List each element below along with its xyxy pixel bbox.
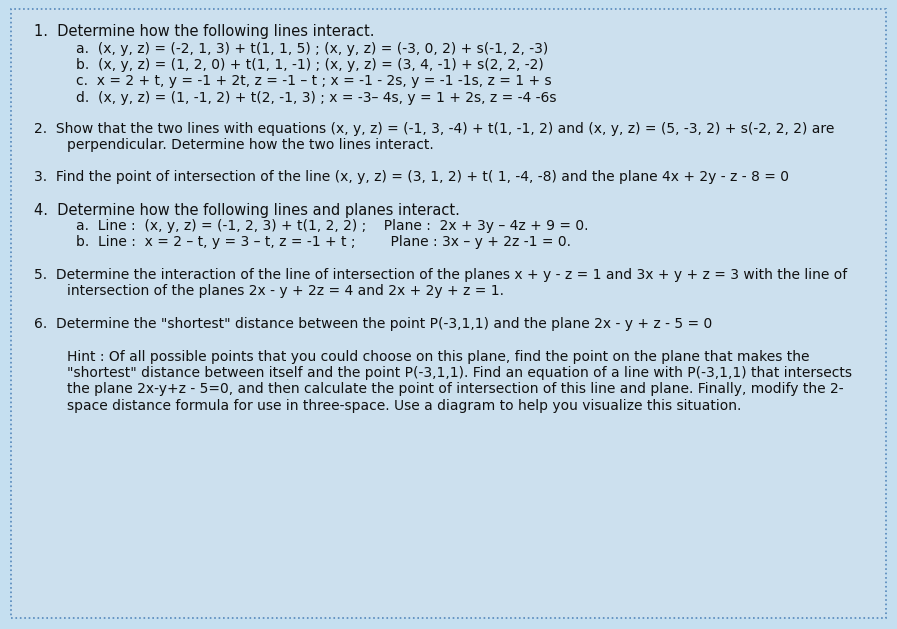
Text: space distance formula for use in three-space. Use a diagram to help you visuali: space distance formula for use in three-… [67,399,742,413]
Text: b.  Line :  x = 2 – t, y = 3 – t, z = -1 + t ;        Plane : 3x – y + 2z -1 = 0: b. Line : x = 2 – t, y = 3 – t, z = -1 +… [76,235,571,249]
FancyBboxPatch shape [11,9,886,618]
Text: a.  Line :  (x, y, z) = (-1, 2, 3) + t(1, 2, 2) ;    Plane :  2x + 3y – 4z + 9 =: a. Line : (x, y, z) = (-1, 2, 3) + t(1, … [76,219,588,233]
Text: 2.  Show that the two lines with equations (x, y, z) = (-1, 3, -4) + t(1, -1, 2): 2. Show that the two lines with equation… [34,122,834,136]
Text: 5.  Determine the interaction of the line of intersection of the planes x + y - : 5. Determine the interaction of the line… [34,268,848,282]
Text: a.  (x, y, z) = (-2, 1, 3) + t(1, 1, 5) ; (x, y, z) = (-3, 0, 2) + s(-1, 2, -3): a. (x, y, z) = (-2, 1, 3) + t(1, 1, 5) ;… [76,42,548,55]
Text: 3.  Find the point of intersection of the line (x, y, z) = (3, 1, 2) + t( 1, -4,: 3. Find the point of intersection of the… [34,170,789,184]
Text: d.  (x, y, z) = (1, -1, 2) + t(2, -1, 3) ; x = -3– 4s, y = 1 + 2s, z = -4 -6s: d. (x, y, z) = (1, -1, 2) + t(2, -1, 3) … [76,91,557,104]
Text: 6.  Determine the "shortest" distance between the point P(-3,1,1) and the plane : 6. Determine the "shortest" distance bet… [34,317,712,331]
Text: the plane 2x-y+z - 5=0, and then calculate the point of intersection of this lin: the plane 2x-y+z - 5=0, and then calcula… [67,382,844,396]
Text: perpendicular. Determine how the two lines interact.: perpendicular. Determine how the two lin… [67,138,434,152]
Text: Hint : Of all possible points that you could choose on this plane, find the poin: Hint : Of all possible points that you c… [67,350,810,364]
Text: b.  (x, y, z) = (1, 2, 0) + t(1, 1, -1) ; (x, y, z) = (3, 4, -1) + s(2, 2, -2): b. (x, y, z) = (1, 2, 0) + t(1, 1, -1) ;… [76,58,544,72]
Text: intersection of the planes 2x - y + 2z = 4 and 2x + 2y + z = 1.: intersection of the planes 2x - y + 2z =… [67,284,504,298]
Text: "shortest" distance between itself and the point P(-3,1,1). Find an equation of : "shortest" distance between itself and t… [67,366,852,380]
Text: 4.  Determine how the following lines and planes interact.: 4. Determine how the following lines and… [34,203,460,218]
Text: 1.  Determine how the following lines interact.: 1. Determine how the following lines int… [34,24,375,39]
Text: c.  x = 2 + t, y = -1 + 2t, z = -1 – t ; x = -1 - 2s, y = -1 -1s, z = 1 + s: c. x = 2 + t, y = -1 + 2t, z = -1 – t ; … [76,74,552,88]
